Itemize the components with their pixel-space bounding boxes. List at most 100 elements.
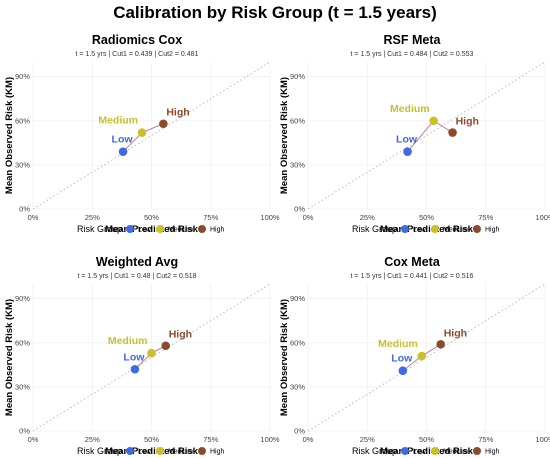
point-high	[436, 339, 446, 349]
y-tick-label: 0%	[19, 427, 30, 436]
identity-reference-line	[32, 61, 271, 210]
calibration-panel: Cox Meta t = 1.5 yrs | Cut1 = 0.441 | Cut…	[279, 255, 550, 457]
y-tick-label: 60%	[15, 338, 30, 347]
legend-swatch-medium	[156, 447, 164, 455]
point-label-low: Low	[123, 351, 145, 363]
point-label-medium: Medium	[108, 335, 148, 347]
y-tick-label: 30%	[15, 382, 30, 391]
panel-title: Weighted Avg	[96, 255, 178, 269]
x-tick-label: 75%	[203, 213, 218, 222]
x-axis-label: Mean Predicted Risk	[105, 224, 199, 235]
point-label-low: Low	[391, 353, 413, 365]
calibration-panel: Radiomics Cox t = 1.5 yrs | Cut1 = 0.439 …	[4, 33, 280, 235]
legend-label-low: Low	[138, 227, 152, 234]
y-tick-label: 60%	[15, 116, 30, 125]
legend-label-medium: Medium	[168, 449, 193, 456]
point-label-low: Low	[112, 134, 134, 146]
x-axis-label: Mean Predicted Risk	[380, 224, 474, 235]
y-axis-label: Mean Observed Risk (KM)	[279, 299, 290, 416]
y-tick-label: 0%	[19, 205, 30, 214]
legend-title: Risk Group	[352, 224, 397, 234]
legend-label-low: Low	[413, 449, 427, 456]
x-tick-label: 75%	[478, 213, 493, 222]
x-tick-label: 0%	[303, 213, 314, 222]
point-high	[161, 341, 171, 351]
x-tick-label: 75%	[203, 435, 218, 444]
identity-reference-line	[307, 61, 546, 210]
point-low	[398, 366, 408, 376]
y-tick-label: 0%	[294, 205, 305, 214]
panel-subtitle: t = 1.5 yrs | Cut1 = 0.439 | Cut2 = 0.48…	[76, 51, 199, 58]
x-tick-label: 25%	[85, 213, 100, 222]
point-label-high: High	[444, 327, 467, 339]
point-label-medium: Medium	[98, 115, 138, 127]
legend-title: Risk Group	[352, 446, 397, 456]
panel-subtitle: t = 1.5 yrs | Cut1 = 0.484 | Cut2 = 0.55…	[351, 51, 474, 58]
panel-subtitle: t = 1.5 yrs | Cut1 = 0.441 | Cut2 = 0.51…	[351, 273, 474, 280]
point-medium	[137, 128, 147, 137]
y-axis-label: Mean Observed Risk (KM)	[4, 77, 15, 194]
identity-reference-line	[307, 283, 546, 432]
legend-label-medium: Medium	[443, 449, 468, 456]
legend-swatch-high	[473, 447, 481, 455]
x-tick-label: 100%	[260, 435, 280, 444]
x-tick-label: 50%	[419, 435, 434, 444]
panel-title: RSF Meta	[384, 33, 442, 47]
legend-label-medium: Medium	[168, 227, 193, 234]
point-medium	[417, 351, 427, 361]
y-tick-label: 0%	[294, 427, 305, 436]
legend-swatch-medium	[156, 225, 164, 233]
legend-title: Risk Group	[77, 446, 122, 456]
legend-swatch-high	[198, 447, 206, 455]
x-tick-label: 50%	[419, 213, 434, 222]
y-tick-label: 60%	[290, 338, 305, 347]
x-tick-label: 0%	[28, 435, 39, 444]
y-axis-label: Mean Observed Risk (KM)	[279, 77, 290, 194]
x-tick-label: 100%	[535, 213, 550, 222]
point-label-high: High	[166, 107, 189, 119]
y-axis-label: Mean Observed Risk (KM)	[4, 299, 15, 416]
panel-title: Cox Meta	[384, 255, 441, 269]
legend-swatch-low	[126, 225, 134, 233]
legend-label-high: High	[210, 449, 225, 456]
legend-label-high: High	[210, 227, 225, 234]
point-label-medium: Medium	[390, 103, 430, 115]
y-tick-label: 90%	[15, 294, 30, 303]
y-tick-label: 30%	[15, 160, 30, 169]
legend-label-high: High	[485, 227, 500, 234]
legend-swatch-low	[401, 447, 409, 455]
y-tick-label: 30%	[290, 382, 305, 391]
x-tick-label: 50%	[144, 435, 159, 444]
x-axis-label: Mean Predicted Risk	[380, 446, 474, 457]
y-tick-label: 90%	[15, 72, 30, 81]
x-tick-label: 25%	[85, 435, 100, 444]
x-tick-label: 0%	[28, 213, 39, 222]
point-high	[448, 128, 457, 137]
point-medium	[429, 116, 438, 126]
panel-title: Radiomics Cox	[92, 33, 182, 47]
x-axis-label: Mean Predicted Risk	[105, 446, 199, 457]
y-tick-label: 90%	[290, 72, 305, 81]
legend-swatch-medium	[431, 447, 439, 455]
y-tick-label: 90%	[290, 294, 305, 303]
point-label-medium: Medium	[378, 338, 418, 350]
page-title: Calibration by Risk Group (t = 1.5 years…	[113, 3, 437, 22]
panel-subtitle: t = 1.5 yrs | Cut1 = 0.48 | Cut2 = 0.518	[77, 273, 196, 280]
calibration-panel: Weighted Avg t = 1.5 yrs | Cut1 = 0.48 | …	[4, 255, 280, 457]
legend-swatch-medium	[431, 225, 439, 233]
identity-reference-line	[32, 283, 271, 432]
legend-swatch-low	[126, 447, 134, 455]
x-tick-label: 25%	[360, 435, 375, 444]
legend-label-high: High	[485, 449, 500, 456]
x-tick-label: 25%	[360, 213, 375, 222]
x-tick-label: 100%	[260, 213, 280, 222]
legend-swatch-low	[401, 225, 409, 233]
point-label-high: High	[456, 116, 479, 128]
legend-label-low: Low	[413, 227, 427, 234]
point-low	[130, 364, 140, 374]
x-tick-label: 50%	[144, 213, 159, 222]
legend-label-medium: Medium	[443, 227, 468, 234]
x-tick-label: 75%	[478, 435, 493, 444]
x-tick-label: 0%	[303, 435, 314, 444]
